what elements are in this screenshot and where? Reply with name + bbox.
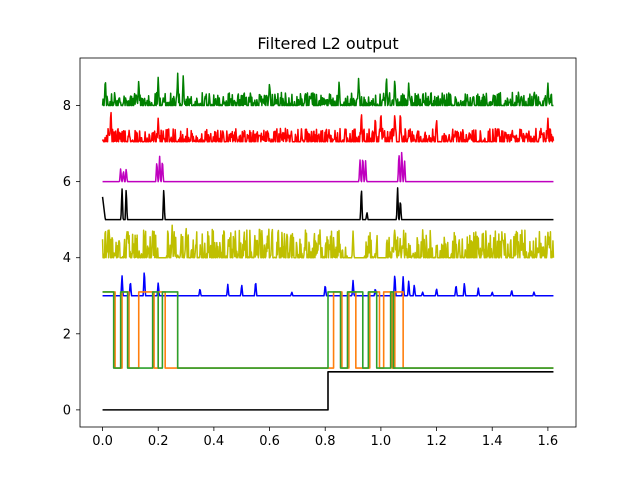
y-tick-label: 0 [63,403,71,418]
x-axis: 0.0 0.2 0.4 0.6 0.8 1.0 1.2 1.4 1.6 [92,427,558,449]
y-tick-label: 8 [63,99,71,114]
x-tick-label: 0.2 [148,434,169,449]
x-tick-label: 1.4 [482,434,503,449]
series-line-8 [102,371,554,411]
y-tick-label: 2 [63,327,71,342]
series-line-1 [101,111,555,143]
series-line-4 [101,224,555,259]
x-tick-label: 0.6 [259,434,280,449]
series-line-3 [101,187,554,221]
x-tick-label: 1.0 [371,434,392,449]
x-tick-label: 1.6 [538,434,559,449]
series-line-2 [102,151,554,183]
series-line-7 [102,291,554,369]
x-tick-label: 0.4 [204,434,225,449]
x-tick-label: 1.2 [426,434,447,449]
y-axis: 0 2 4 6 8 [63,99,80,418]
series-layer [101,72,555,411]
x-tick-label: 0.0 [92,434,113,449]
chart-title: Filtered L2 output [257,34,398,53]
plot-frame [79,57,577,428]
y-tick-label: 6 [63,175,71,190]
x-tick-label: 0.8 [315,434,336,449]
y-tick-label: 4 [63,251,71,266]
series-line-0 [101,72,554,107]
